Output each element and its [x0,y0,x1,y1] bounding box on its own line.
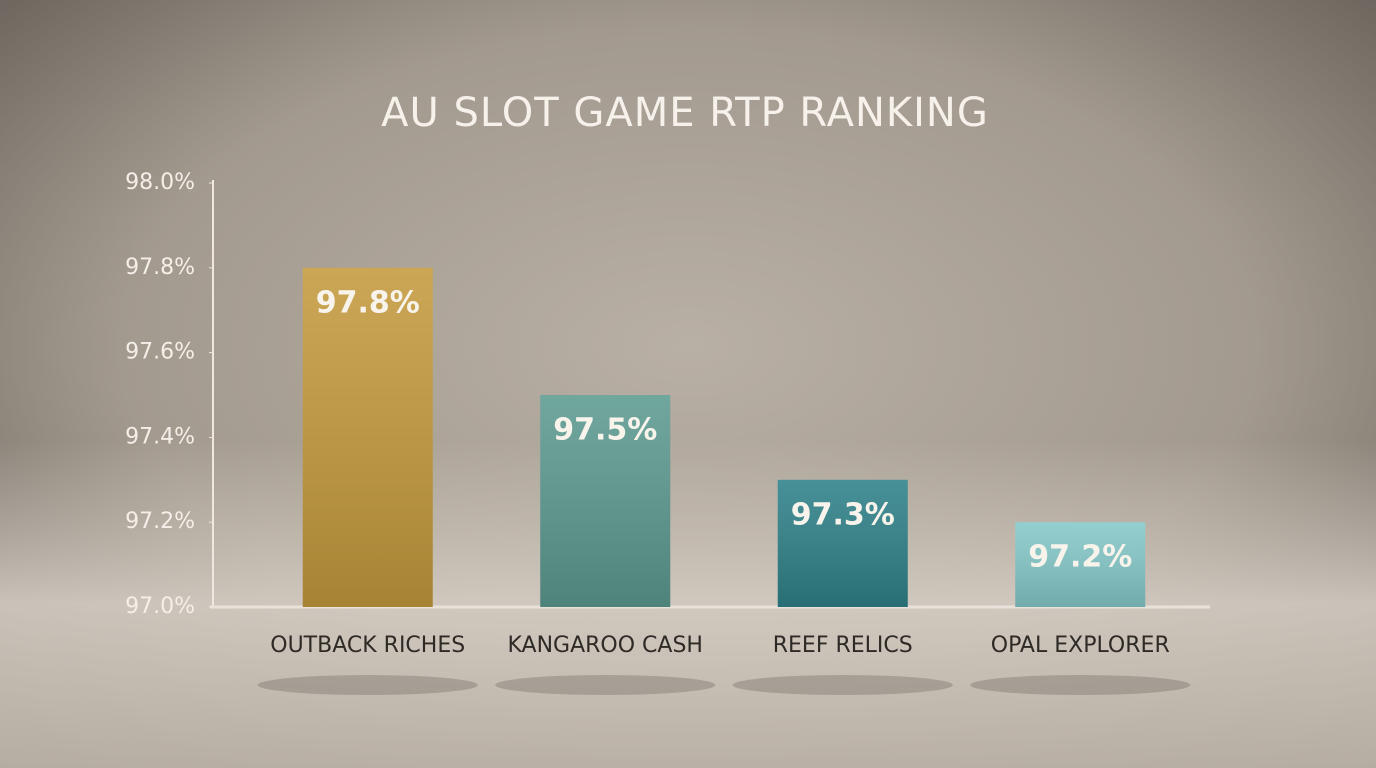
y-tick-label: 97.0% [125,594,195,619]
y-tick-label: 97.2% [125,509,195,534]
bar-shadow [257,675,478,695]
value-label: 97.3% [791,497,895,532]
bar-shading [1015,522,1146,607]
value-label: 97.2% [1028,540,1132,575]
x-tick-label: KANGAROO CASH [508,633,703,658]
x-tick-label: OUTBACK RICHES [270,633,465,658]
y-tick-label: 98.0% [125,170,195,195]
value-label: 97.5% [553,413,657,448]
bar-shading [540,395,671,607]
bar-shadow [732,675,953,695]
x-tick-label: REEF RELICS [773,633,913,658]
bar-shadow [495,675,716,695]
y-tick-label: 97.6% [125,340,195,365]
value-label: 97.8% [316,285,420,320]
y-tick-label: 97.4% [125,424,195,449]
bar-shadow [970,675,1191,695]
x-tick-label: OPAL EXPLORER [991,633,1170,658]
bar-shading [302,267,433,607]
y-tick-label: 97.8% [125,255,195,280]
bar-shading [777,479,908,607]
floor [0,440,1376,768]
chart-title: AU SLOT GAME RTP RANKING [381,90,989,136]
